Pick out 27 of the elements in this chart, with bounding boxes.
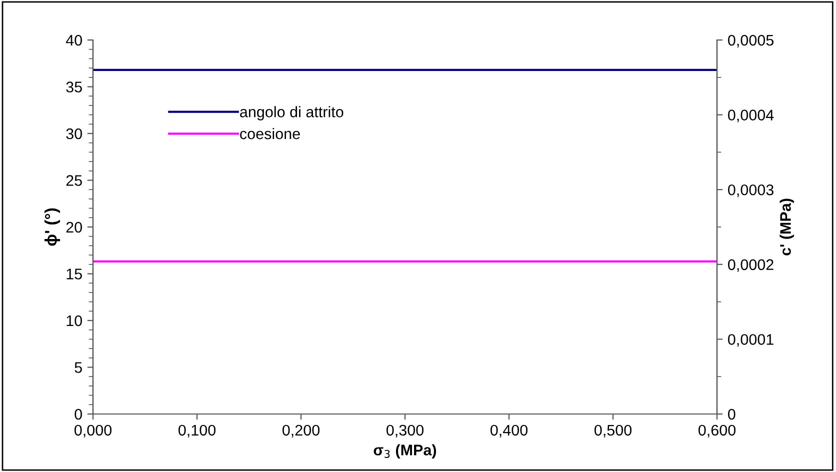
- x-tick-label: 0,400: [490, 424, 528, 438]
- y-tick-label: 10: [66, 315, 82, 326]
- x-tick-label: 0,600: [698, 424, 736, 438]
- y-tick-label: 20: [66, 222, 82, 233]
- y-axis-title: ϕ' (°): [44, 208, 60, 246]
- x-tick-label: 0,500: [594, 424, 632, 438]
- y-tick-label: 15: [66, 268, 82, 280]
- y-tick-label: 40: [66, 34, 82, 46]
- y-tick-label: 35: [66, 82, 82, 92]
- y2-tick-label: 0,0005: [728, 34, 774, 48]
- y2-tick-label: 0,0001: [728, 334, 774, 347]
- y2-tick-label: 0,0002: [728, 259, 774, 272]
- y2-axis-title: c' (MPa): [780, 198, 794, 256]
- legend-label: angolo di attrito: [240, 106, 344, 120]
- y2-tick-label: 0,0004: [728, 110, 774, 122]
- x-tick-label: 0,200: [282, 424, 320, 438]
- y2-tick-label: 0,0003: [728, 184, 774, 198]
- y-tick-label: 0: [74, 408, 82, 420]
- x-tick-label: 0,100: [178, 424, 216, 438]
- x-tick-label: 0,300: [386, 424, 424, 438]
- legend-label: coesione: [240, 128, 300, 140]
- y2-tick-label: 0: [728, 408, 736, 420]
- y-tick-label: 30: [66, 128, 82, 140]
- x-tick-label: 0,000: [74, 424, 112, 438]
- y-tick-label: 5: [74, 362, 82, 373]
- x-axis-title: σ$_{3}$ (MPa): [374, 444, 436, 458]
- y-tick-label: 25: [66, 175, 82, 186]
